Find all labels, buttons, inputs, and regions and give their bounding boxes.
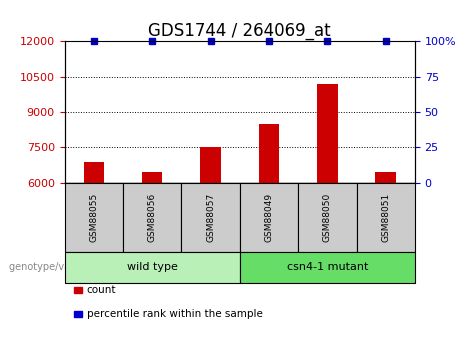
Bar — [200, 148, 221, 183]
Text: GSM88051: GSM88051 — [381, 193, 390, 242]
Bar — [142, 172, 162, 183]
Text: GSM88057: GSM88057 — [206, 193, 215, 242]
Text: wild type: wild type — [127, 263, 177, 272]
Text: GSM88056: GSM88056 — [148, 193, 157, 242]
Text: genotype/variation ▶: genotype/variation ▶ — [9, 263, 112, 272]
Title: GDS1744 / 264069_at: GDS1744 / 264069_at — [148, 22, 331, 40]
Bar — [259, 124, 279, 183]
Bar — [375, 172, 396, 183]
Text: count: count — [87, 285, 116, 295]
Bar — [317, 84, 337, 183]
Text: GSM88049: GSM88049 — [265, 193, 273, 242]
Bar — [83, 161, 104, 183]
Text: GSM88050: GSM88050 — [323, 193, 332, 242]
Text: GSM88055: GSM88055 — [89, 193, 98, 242]
Text: csn4-1 mutant: csn4-1 mutant — [287, 263, 368, 272]
Text: percentile rank within the sample: percentile rank within the sample — [87, 309, 263, 319]
